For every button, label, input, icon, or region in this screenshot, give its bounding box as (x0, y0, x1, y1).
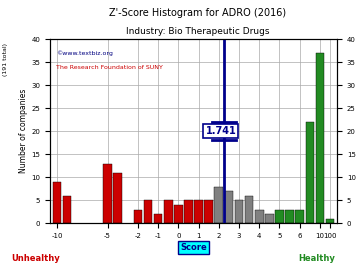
Bar (113, 173, 122, 224)
Bar (326, 219, 334, 224)
Bar (235, 200, 243, 224)
Bar (144, 200, 152, 224)
Bar (174, 205, 183, 224)
Bar (275, 210, 284, 224)
Bar (265, 214, 274, 224)
Y-axis label: Number of companies: Number of companies (19, 89, 28, 173)
Bar (204, 200, 213, 224)
Bar (225, 191, 233, 224)
X-axis label: Score: Score (180, 243, 207, 252)
Bar (296, 210, 304, 224)
Text: The Research Foundation of SUNY: The Research Foundation of SUNY (56, 65, 162, 70)
Bar (53, 182, 61, 224)
Bar (154, 214, 162, 224)
Bar (164, 200, 172, 224)
Bar (103, 164, 112, 224)
Bar (194, 200, 203, 224)
Bar (255, 210, 264, 224)
Text: Healthy: Healthy (298, 254, 335, 263)
Text: 1.741: 1.741 (206, 126, 236, 136)
Text: Industry: Bio Therapeutic Drugs: Industry: Bio Therapeutic Drugs (126, 27, 270, 36)
Text: (191 total): (191 total) (3, 43, 8, 76)
Text: Unhealthy: Unhealthy (12, 254, 60, 263)
Bar (134, 210, 142, 224)
Bar (316, 53, 324, 224)
Bar (63, 196, 71, 224)
Bar (245, 196, 253, 224)
Text: ©www.textbiz.org: ©www.textbiz.org (56, 50, 113, 56)
Bar (215, 187, 223, 224)
Bar (285, 210, 294, 224)
Bar (184, 200, 193, 224)
Bar (306, 122, 314, 224)
Text: Z'-Score Histogram for ADRO (2016): Z'-Score Histogram for ADRO (2016) (109, 8, 287, 18)
